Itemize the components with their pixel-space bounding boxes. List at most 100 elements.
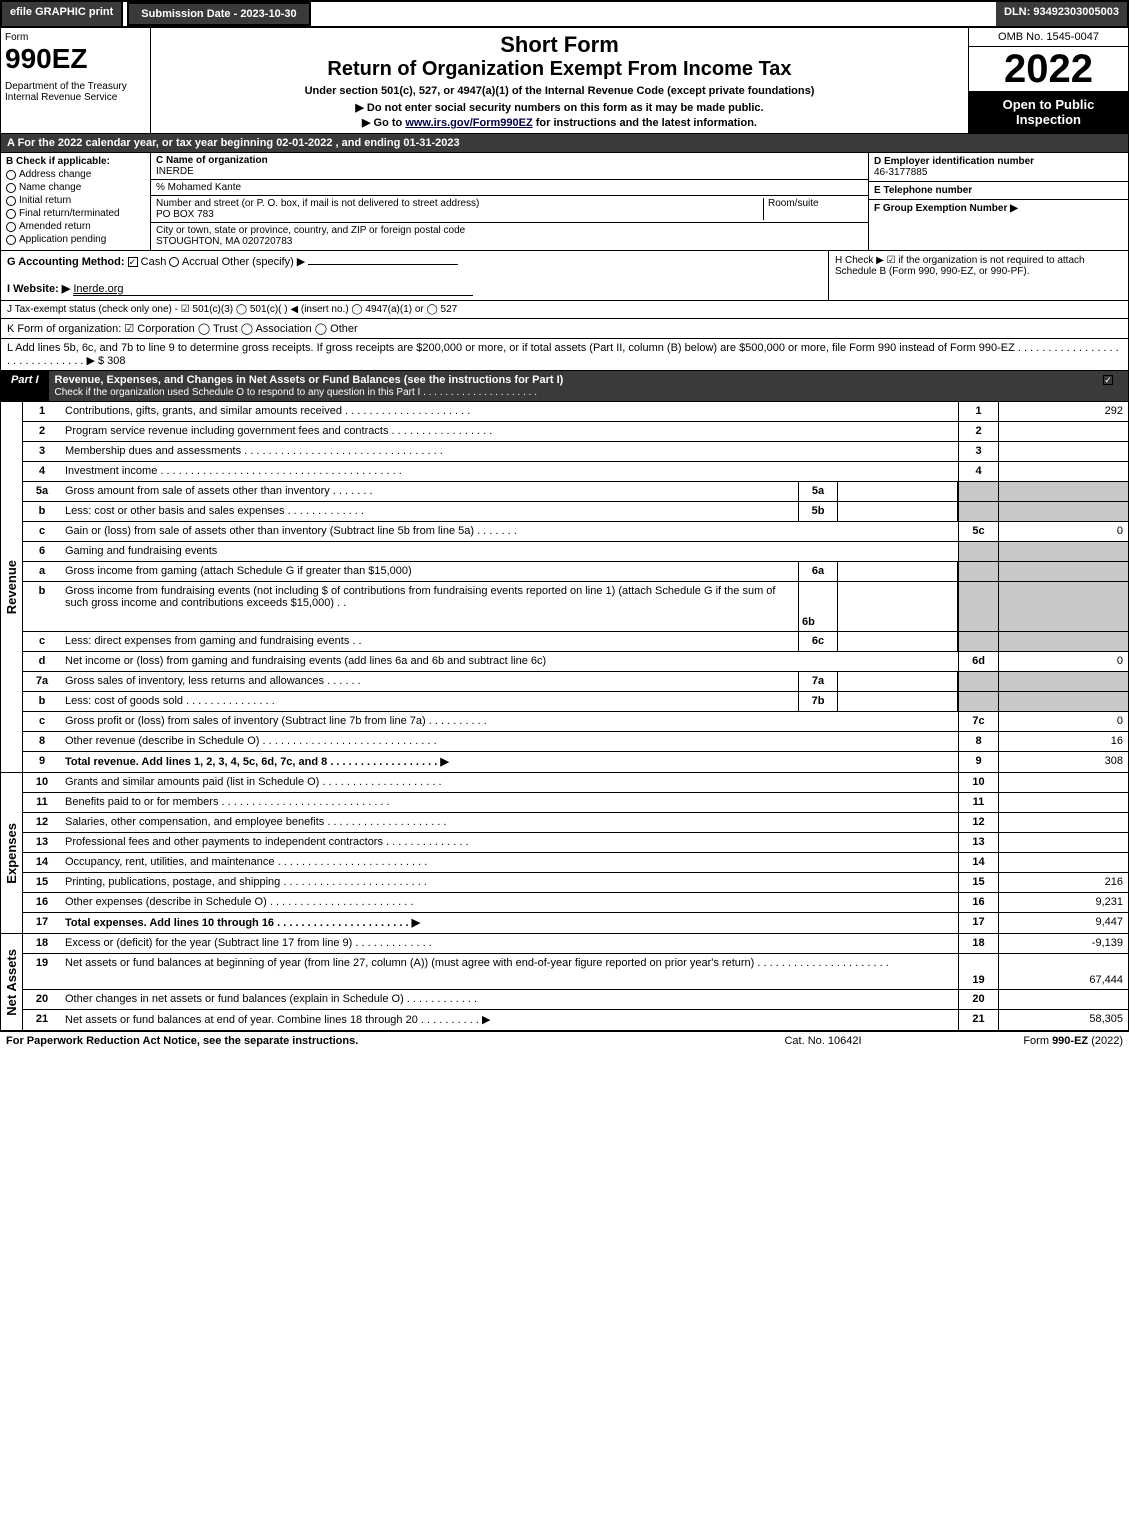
cb-name-change[interactable]: Name change (6, 182, 145, 193)
line-2-desc: Program service revenue including govern… (61, 422, 958, 441)
line-10-desc: Grants and similar amounts paid (list in… (61, 773, 958, 792)
addr-value: PO BOX 783 (156, 209, 214, 220)
line-1-val: 292 (998, 402, 1128, 421)
footer-form-ref: Form 990-EZ (2022) (923, 1035, 1123, 1047)
form-number: 990EZ (5, 43, 146, 75)
cb-initial-return[interactable]: Initial return (6, 195, 145, 206)
form-subtitle-2: ▶ Do not enter social security numbers o… (159, 101, 960, 114)
form-subtitle-3: ▶ Go to www.irs.gov/Form990EZ for instru… (159, 116, 960, 129)
line-5a-desc: Gross amount from sale of assets other t… (61, 482, 798, 501)
form-title-2: Return of Organization Exempt From Incom… (159, 58, 960, 81)
line-16-desc: Other expenses (describe in Schedule O) … (61, 893, 958, 912)
revenue-label: Revenue (2, 556, 21, 618)
form-title-block: Short Form Return of Organization Exempt… (151, 28, 968, 133)
line-13-desc: Professional fees and other payments to … (61, 833, 958, 852)
c-label: C Name of organization (156, 155, 268, 166)
sub3-pre: ▶ Go to (362, 117, 405, 129)
gross-receipts-value: 308 (107, 355, 125, 367)
col-d-e-f: D Employer identification number 46-3177… (868, 153, 1128, 250)
form-word: Form (5, 32, 146, 43)
line-5b-desc: Less: cost or other basis and sales expe… (61, 502, 798, 521)
line-8-val: 16 (998, 732, 1128, 751)
part1-check[interactable] (1103, 375, 1113, 385)
line-5c-val: 0 (998, 522, 1128, 541)
city-label: City or town, state or province, country… (156, 225, 465, 236)
cb-amended-return[interactable]: Amended return (6, 221, 145, 232)
line-7c-desc: Gross profit or (loss) from sales of inv… (61, 712, 958, 731)
line-7b-desc: Less: cost of goods sold . . . . . . . .… (61, 692, 798, 711)
row-l-gross-receipts: L Add lines 5b, 6c, and 7b to line 9 to … (0, 339, 1129, 371)
line-6b-val (838, 582, 958, 631)
org-name: INERDE (156, 166, 194, 177)
line-9-desc: Total revenue. Add lines 1, 2, 3, 4, 5c,… (61, 752, 958, 772)
line-9-val: 308 (998, 752, 1128, 772)
f-label: F Group Exemption Number ▶ (874, 203, 1018, 214)
g-accounting-method: G Accounting Method: Cash Accrual Other … (1, 251, 828, 300)
line-12-val (998, 813, 1128, 832)
cb-application-pending[interactable]: Application pending (6, 234, 145, 245)
line-12-desc: Salaries, other compensation, and employ… (61, 813, 958, 832)
part-1-label: Part I (1, 371, 49, 401)
line-14-val (998, 853, 1128, 872)
part-1-header: Part I Revenue, Expenses, and Changes in… (0, 371, 1129, 402)
line-7b-val (838, 692, 958, 711)
line-11-desc: Benefits paid to or for members . . . . … (61, 793, 958, 812)
line-20-val (998, 990, 1128, 1009)
h-schedule-b: H Check ▶ ☑ if the organization is not r… (828, 251, 1128, 300)
i-label: I Website: ▶ (7, 283, 70, 295)
omb-number: OMB No. 1545-0047 (969, 28, 1128, 47)
row-j-tax-exempt: J Tax-exempt status (check only one) - ☑… (0, 301, 1129, 319)
line-6a-val (838, 562, 958, 581)
cb-accrual[interactable] (169, 257, 179, 267)
line-11-val (998, 793, 1128, 812)
cb-cash[interactable] (128, 257, 138, 267)
line-21-val: 58,305 (998, 1010, 1128, 1030)
line-15-desc: Printing, publications, postage, and shi… (61, 873, 958, 892)
part-1-title: Revenue, Expenses, and Changes in Net As… (49, 371, 1088, 401)
line-4-val (998, 462, 1128, 481)
line-2-val (998, 422, 1128, 441)
line-5b-val (838, 502, 958, 521)
dln-number: DLN: 93492303005003 (996, 2, 1127, 26)
expenses-label: Expenses (2, 819, 21, 888)
website-link[interactable]: Inerde.org (73, 283, 473, 296)
line-7c-val: 0 (998, 712, 1128, 731)
line-3-desc: Membership dues and assessments . . . . … (61, 442, 958, 461)
line-20-desc: Other changes in net assets or fund bala… (61, 990, 958, 1009)
line-6c-val (838, 632, 958, 651)
line-4-desc: Investment income . . . . . . . . . . . … (61, 462, 958, 481)
department-label: Department of the Treasury Internal Reve… (5, 81, 146, 103)
line-15-val: 216 (998, 873, 1128, 892)
line-5a-val (838, 482, 958, 501)
form-right-block: OMB No. 1545-0047 2022 Open to Public In… (968, 28, 1128, 133)
line-7a-val (838, 672, 958, 691)
inspection-notice: Open to Public Inspection (969, 91, 1128, 133)
form-subtitle-1: Under section 501(c), 527, or 4947(a)(1)… (159, 85, 960, 97)
footer-catalog: Cat. No. 10642I (723, 1035, 923, 1047)
footer-left: For Paperwork Reduction Act Notice, see … (6, 1035, 723, 1047)
line-7a-desc: Gross sales of inventory, less returns a… (61, 672, 798, 691)
line-16-val: 9,231 (998, 893, 1128, 912)
form-id-block: Form 990EZ Department of the Treasury In… (1, 28, 151, 133)
cb-address-change[interactable]: Address change (6, 169, 145, 180)
line-6c-desc: Less: direct expenses from gaming and fu… (61, 632, 798, 651)
efile-print-button[interactable]: efile GRAPHIC print (2, 2, 123, 26)
top-bar: efile GRAPHIC print Submission Date - 20… (0, 0, 1129, 28)
line-6d-desc: Net income or (loss) from gaming and fun… (61, 652, 958, 671)
footer: For Paperwork Reduction Act Notice, see … (0, 1032, 1129, 1050)
row-g-h: G Accounting Method: Cash Accrual Other … (0, 251, 1129, 301)
line-19-val: 67,444 (998, 954, 1128, 989)
e-label: E Telephone number (874, 185, 972, 196)
irs-link[interactable]: www.irs.gov/Form990EZ (405, 117, 532, 129)
line-14-desc: Occupancy, rent, utilities, and maintena… (61, 853, 958, 872)
line-3-val (998, 442, 1128, 461)
cb-final-return[interactable]: Final return/terminated (6, 208, 145, 219)
row-k-form-org: K Form of organization: ☑ Corporation ◯ … (0, 319, 1129, 339)
room-suite-label: Room/suite (763, 198, 863, 220)
line-5c-desc: Gain or (loss) from sale of assets other… (61, 522, 958, 541)
form-header: Form 990EZ Department of the Treasury In… (0, 28, 1129, 134)
netassets-label: Net Assets (2, 945, 21, 1020)
line-6-desc: Gaming and fundraising events (61, 542, 958, 561)
submission-date: Submission Date - 2023-10-30 (127, 2, 310, 26)
line-19-desc: Net assets or fund balances at beginning… (61, 954, 958, 989)
